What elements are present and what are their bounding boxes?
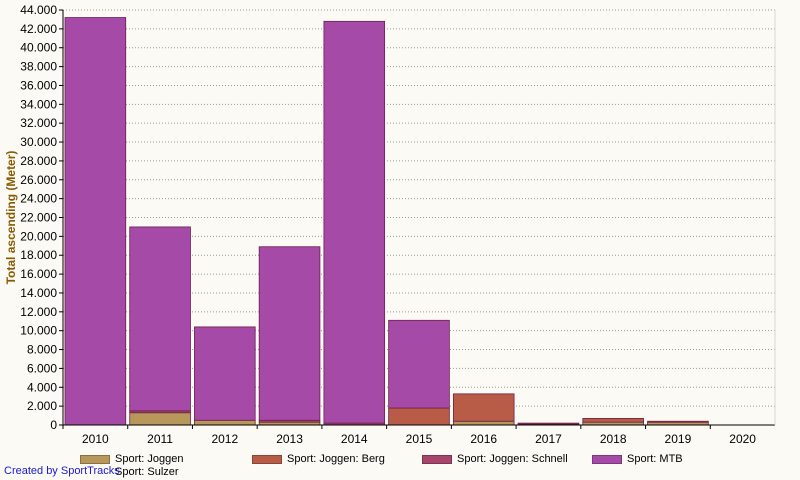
y-tick-label: 40.000 <box>20 41 57 55</box>
x-tick-label: 2014 <box>341 432 368 446</box>
x-tick-label: 2019 <box>665 432 692 446</box>
legend-swatch <box>422 454 452 464</box>
y-tick-label: 26.000 <box>20 173 57 187</box>
x-tick-label: 2013 <box>276 432 303 446</box>
y-tick-label: 30.000 <box>20 135 57 149</box>
x-tick-label: 2017 <box>535 432 562 446</box>
legend-item: Sport: MTB <box>592 452 683 466</box>
x-tick-label: 2018 <box>600 432 627 446</box>
y-tick-label: 14.000 <box>20 286 57 300</box>
y-tick-label: 0 <box>50 418 57 432</box>
y-tick-label: 36.000 <box>20 78 57 92</box>
x-tick-label: 2020 <box>729 432 756 446</box>
y-tick-label: 24.000 <box>20 192 57 206</box>
bar-segment <box>323 20 386 424</box>
legend-item: Sport: Joggen <box>80 452 184 466</box>
bar-segment <box>647 420 709 423</box>
bar-segment <box>194 419 256 426</box>
y-tick-label: 10.000 <box>20 324 57 338</box>
bar-segment <box>582 417 644 423</box>
y-tick-label: 8.000 <box>27 343 57 357</box>
bar-segment <box>388 407 450 426</box>
chart-plot: 0 2.000 4.000 6.000 8.000 10.000 12.000 14.000 1… <box>4 3 776 446</box>
legend-label: Sport: Joggen: Berg <box>287 453 385 465</box>
bar-segment <box>129 226 191 412</box>
legend-item: Sport: Sulzer <box>80 465 179 479</box>
legend-swatch <box>592 454 622 464</box>
x-tick-label: 2011 <box>147 432 173 446</box>
legend-swatch <box>252 454 282 464</box>
bar-segment <box>194 326 256 421</box>
bar-segment <box>64 17 127 426</box>
bar-segment <box>129 412 191 426</box>
legend-label: Sport: Joggen: Schnell <box>457 453 568 465</box>
chart-legend: Sport: Joggen Sport: Joggen: Berg Sport: J… <box>60 452 760 480</box>
y-tick-label: 6.000 <box>27 361 57 375</box>
y-tick-label: 4.000 <box>27 380 57 394</box>
y-tick-label: 20.000 <box>20 229 57 243</box>
x-tick-label: 2015 <box>406 432 433 446</box>
bar-segment <box>452 420 515 426</box>
x-tick-label: 2016 <box>470 432 497 446</box>
y-tick-label: 34.000 <box>20 97 57 111</box>
y-tick-label: 42.000 <box>20 22 57 36</box>
y-tick-label: 28.000 <box>20 154 57 168</box>
credit-link[interactable]: Created by SportTracks <box>4 465 120 477</box>
y-tick-label: 22.000 <box>20 211 57 225</box>
legend-label: Sport: Sulzer <box>115 466 179 478</box>
bar-segment <box>258 246 321 421</box>
y-tick-label: 12.000 <box>20 305 57 319</box>
y-tick-label: 2.000 <box>27 399 57 413</box>
legend-label: Sport: MTB <box>627 453 683 465</box>
bar-segment <box>388 319 450 409</box>
legend-swatch <box>80 454 110 464</box>
y-axis-label: Total ascending (Meter) <box>4 151 18 285</box>
legend-item: Sport: Joggen: Schnell <box>422 452 568 466</box>
y-tick-label: 44.000 <box>20 3 57 17</box>
legend-item: Sport: Joggen: Berg <box>252 452 385 466</box>
y-tick-label: 38.000 <box>20 60 57 74</box>
y-tick-label: 32.000 <box>20 116 57 130</box>
x-tick-label: 2012 <box>211 432 238 446</box>
x-tick-label: 2010 <box>82 432 109 446</box>
y-tick-label: 16.000 <box>20 267 57 281</box>
y-tick-label: 18.000 <box>20 248 57 262</box>
bar-segment <box>517 422 580 425</box>
bar-segment <box>452 393 515 422</box>
legend-label: Sport: Joggen <box>115 453 184 465</box>
